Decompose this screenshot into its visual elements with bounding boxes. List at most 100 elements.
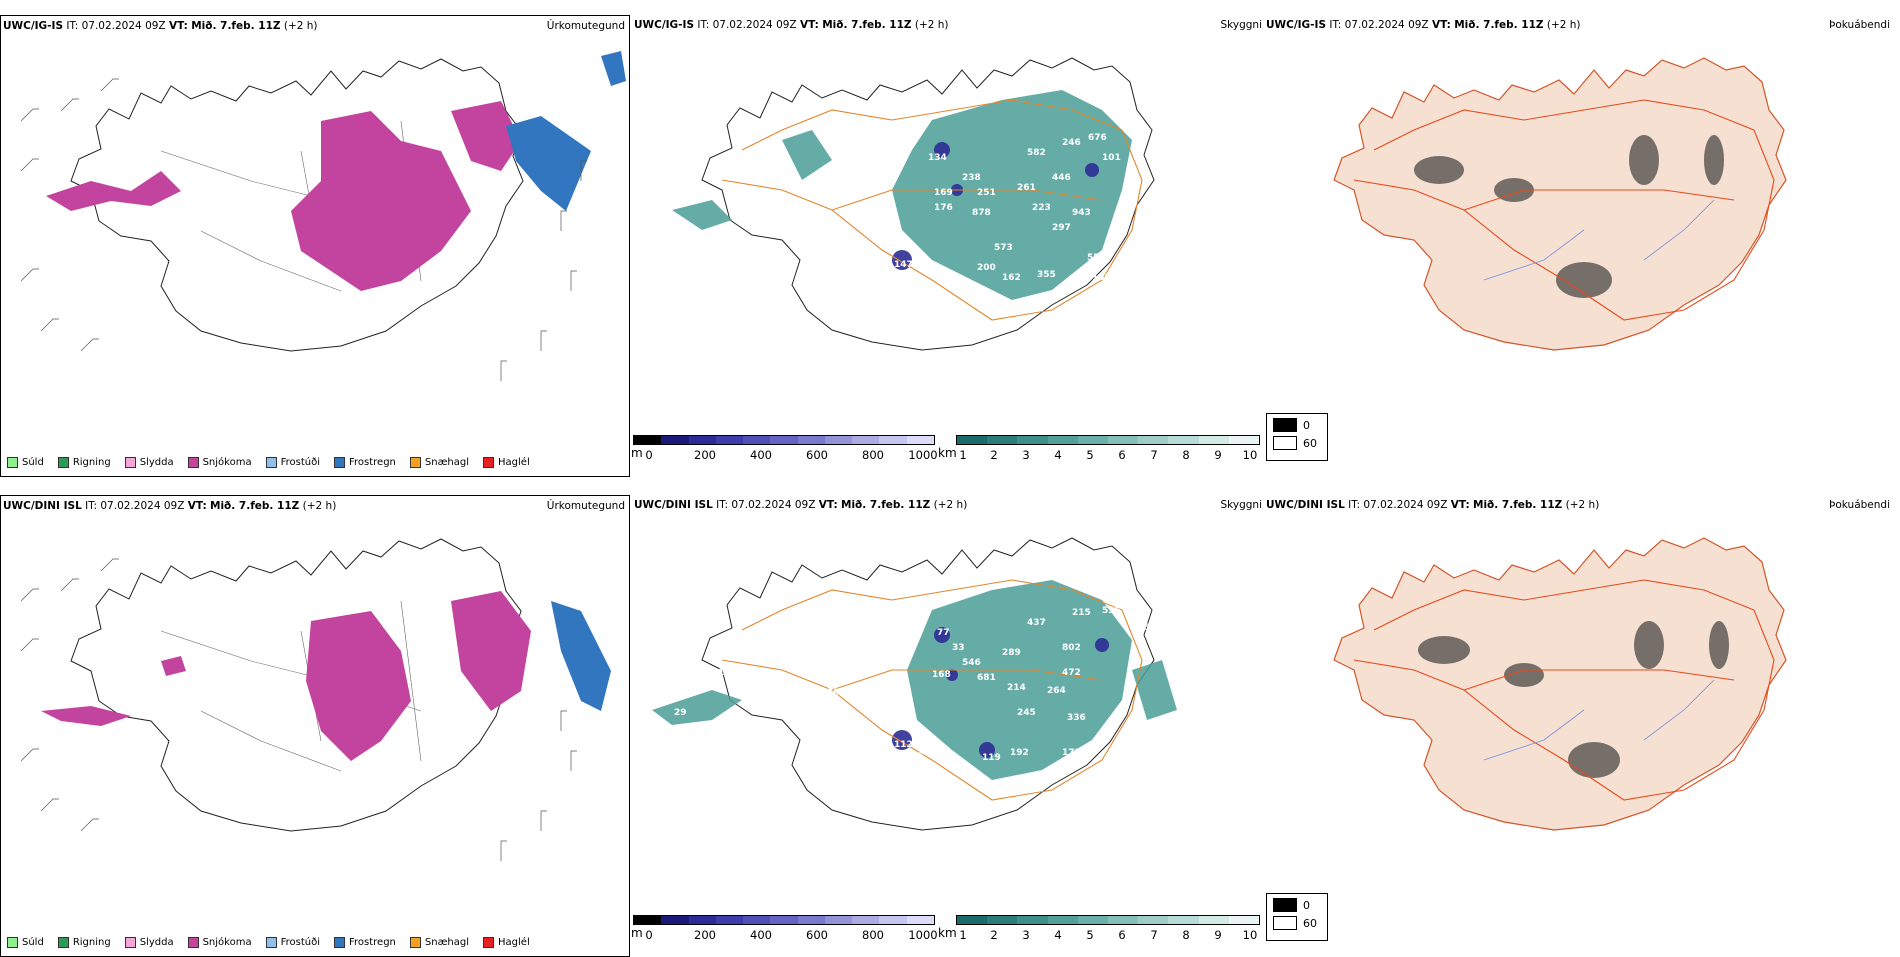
cloud-top-label: 134 (928, 153, 947, 163)
panel-title: Þokuábendi (1829, 499, 1890, 511)
fog-indicator-panel-ig: UWC/IG-IS IT: 07.02.2024 09Z VT: Mið. 7.… (1264, 15, 1894, 477)
panel-header: UWC/IG-IS IT: 07.02.2024 09Z VT: Mið. 7.… (1266, 19, 1581, 31)
legend-item: Snæhagl (409, 457, 469, 468)
visibility-scale: km 1 2 3 4 5 6 7 8 9 10 (938, 915, 1260, 949)
cloud-top-label: 329 (1192, 198, 1211, 208)
legend-item: Slydda (124, 457, 174, 468)
precip-type-map (20, 538, 611, 861)
cloud-top-label: 77 (937, 628, 950, 638)
legend-item: Frostregn (334, 937, 396, 948)
cloud-top-label: 20 (827, 688, 840, 698)
legend-item: Snjókoma (187, 457, 252, 468)
cloud-top-label: 188 (1092, 273, 1111, 283)
visibility-areas (672, 90, 1132, 300)
cloud-top-label: 676 (1088, 133, 1107, 143)
cloud-top-label: 102 (762, 193, 781, 203)
cloud-top-label: 236 (734, 203, 753, 213)
cloud-top-label: 215 (1072, 608, 1091, 618)
panel-header: UWC/DINI ISL IT: 07.02.2024 09Z VT: Mið.… (3, 500, 337, 512)
cloud-top-label: 86 (1137, 623, 1150, 633)
visibility-map: 236 102 134 169 176 238 251 878 261 446 … (672, 57, 1211, 351)
panel-title: Úrkomutegund (546, 20, 625, 32)
panel-title: Þokuábendi (1829, 19, 1890, 31)
cloud-top-label: 238 (962, 173, 981, 183)
cloud-top-label: 437 (1027, 618, 1046, 628)
fog-roads (1353, 99, 1775, 321)
visibility-scale: km 1 2 3 4 5 6 7 8 9 10 (938, 435, 1260, 469)
cloud-top-label: 16 (652, 720, 665, 730)
cloud-top-label: 472 (1062, 668, 1081, 678)
legend-item: Haglél (483, 457, 530, 468)
legend-item: Haglél (483, 937, 530, 948)
panel-title: Úrkomutegund (546, 500, 625, 512)
cloud-top-label: 222 (1180, 658, 1199, 668)
cloud-top-label: 297 (1052, 223, 1071, 233)
cloud-top-label: 67 (1137, 233, 1150, 243)
snow-areas (46, 101, 521, 291)
cloud-top-label: 251 (977, 188, 996, 198)
freezing-rain-areas (506, 51, 626, 211)
legend-item: Slydda (124, 937, 174, 948)
cloud-top-label: 169 (934, 188, 953, 198)
legend-item: Snæhagl (409, 937, 469, 948)
freezing-rain-areas (551, 601, 611, 711)
cloud-top-label: 162 (1002, 273, 1021, 283)
panel-header: UWC/IG-IS IT: 07.02.2024 09Z VT: Mið. 7.… (3, 20, 318, 32)
cloud-top-label: 176 (934, 203, 953, 213)
cloud-top-label: 200 (977, 263, 996, 273)
precip-type-legend: Súld Rigning Slydda Snjókoma Frostúði Fr… (7, 457, 530, 468)
legend-item: Rigning (57, 937, 111, 948)
cloud-top-label: 29 (674, 708, 687, 718)
legend-item: Rigning (57, 457, 111, 468)
fog-legend: 0 60 (1266, 893, 1328, 941)
cloud-top-label: 192 (1010, 748, 1029, 758)
panel-title: Skyggni (1220, 19, 1263, 31)
cloud-top-label: 25 (917, 748, 930, 758)
cloud-top-label: 305 (1172, 643, 1191, 653)
cloud-top-label: 218 (712, 668, 731, 678)
fog-dark-areas (1418, 621, 1729, 778)
cloud-top-label: 33 (952, 643, 965, 653)
legend-item: Snjókoma (187, 937, 252, 948)
cloud-top-label: 101 (1102, 153, 1121, 163)
legend-item: Frostúði (265, 937, 320, 948)
cloud-top-label: 223 (1032, 203, 1051, 213)
fog-indicator-map (1333, 57, 1787, 351)
visibility-areas (652, 580, 1177, 780)
cloud-top-labels: 236 102 134 169 176 238 251 878 261 446 … (734, 133, 1211, 283)
legend-item: Súld (7, 937, 44, 948)
cloud-top-label: 395 (727, 648, 746, 658)
snow-areas (41, 591, 531, 761)
fog-indicator-map (1333, 537, 1787, 831)
legend-item: Súld (7, 457, 44, 468)
cloud-top-label: 355 (1037, 270, 1056, 280)
cloud-top-label: 245 (1017, 708, 1036, 718)
panel-header: UWC/DINI ISL IT: 07.02.2024 09Z VT: Mið.… (1266, 499, 1600, 511)
cloud-top-label: 573 (994, 243, 1013, 253)
cloud-top-label: 336 (1067, 713, 1086, 723)
cloud-top-label: 681 (977, 673, 996, 683)
cloud-top-label: 557 (1087, 253, 1106, 263)
cloud-top-label: 582 (1027, 148, 1046, 158)
cloud-top-label: 943 (1072, 208, 1091, 218)
visibility-panel-dini: UWC/DINI ISL IT: 07.02.2024 09Z VT: Mið.… (632, 495, 1262, 957)
visibility-map: 395 218 29 16 20 77 33 168 546 681 289 4… (652, 537, 1199, 831)
cloud-top-label: 446 (1052, 173, 1071, 183)
cloud-top-label: 119 (982, 753, 1001, 763)
cloud-top-label: 802 (1062, 643, 1081, 653)
cloud-top-label: 214 (1007, 683, 1026, 693)
panel-header: UWC/DINI ISL IT: 07.02.2024 09Z VT: Mið.… (634, 499, 968, 511)
precip-type-panel-ig: UWC/IG-IS IT: 07.02.2024 09Z VT: Mið. 7.… (0, 15, 630, 477)
cloud-top-label: 535 (1102, 606, 1121, 616)
cloud-top-labels: 395 218 29 16 20 77 33 168 546 681 289 4… (652, 606, 1199, 763)
cloud-top-label: 37 (1137, 218, 1150, 228)
precip-type-legend: Súld Rigning Slydda Snjókoma Frostúði Fr… (7, 937, 530, 948)
legend-item: Frostúði (265, 457, 320, 468)
panel-header: UWC/IG-IS IT: 07.02.2024 09Z VT: Mið. 7.… (634, 19, 949, 31)
cloud-top-label: 178 (1062, 748, 1081, 758)
precip-type-panel-dini: UWC/DINI ISL IT: 07.02.2024 09Z VT: Mið.… (0, 495, 630, 957)
cloud-top-label: 147 (894, 260, 913, 270)
cloud-top-label: 264 (1047, 686, 1066, 696)
cloud-top-label: 168 (932, 670, 951, 680)
roads (721, 579, 1143, 801)
